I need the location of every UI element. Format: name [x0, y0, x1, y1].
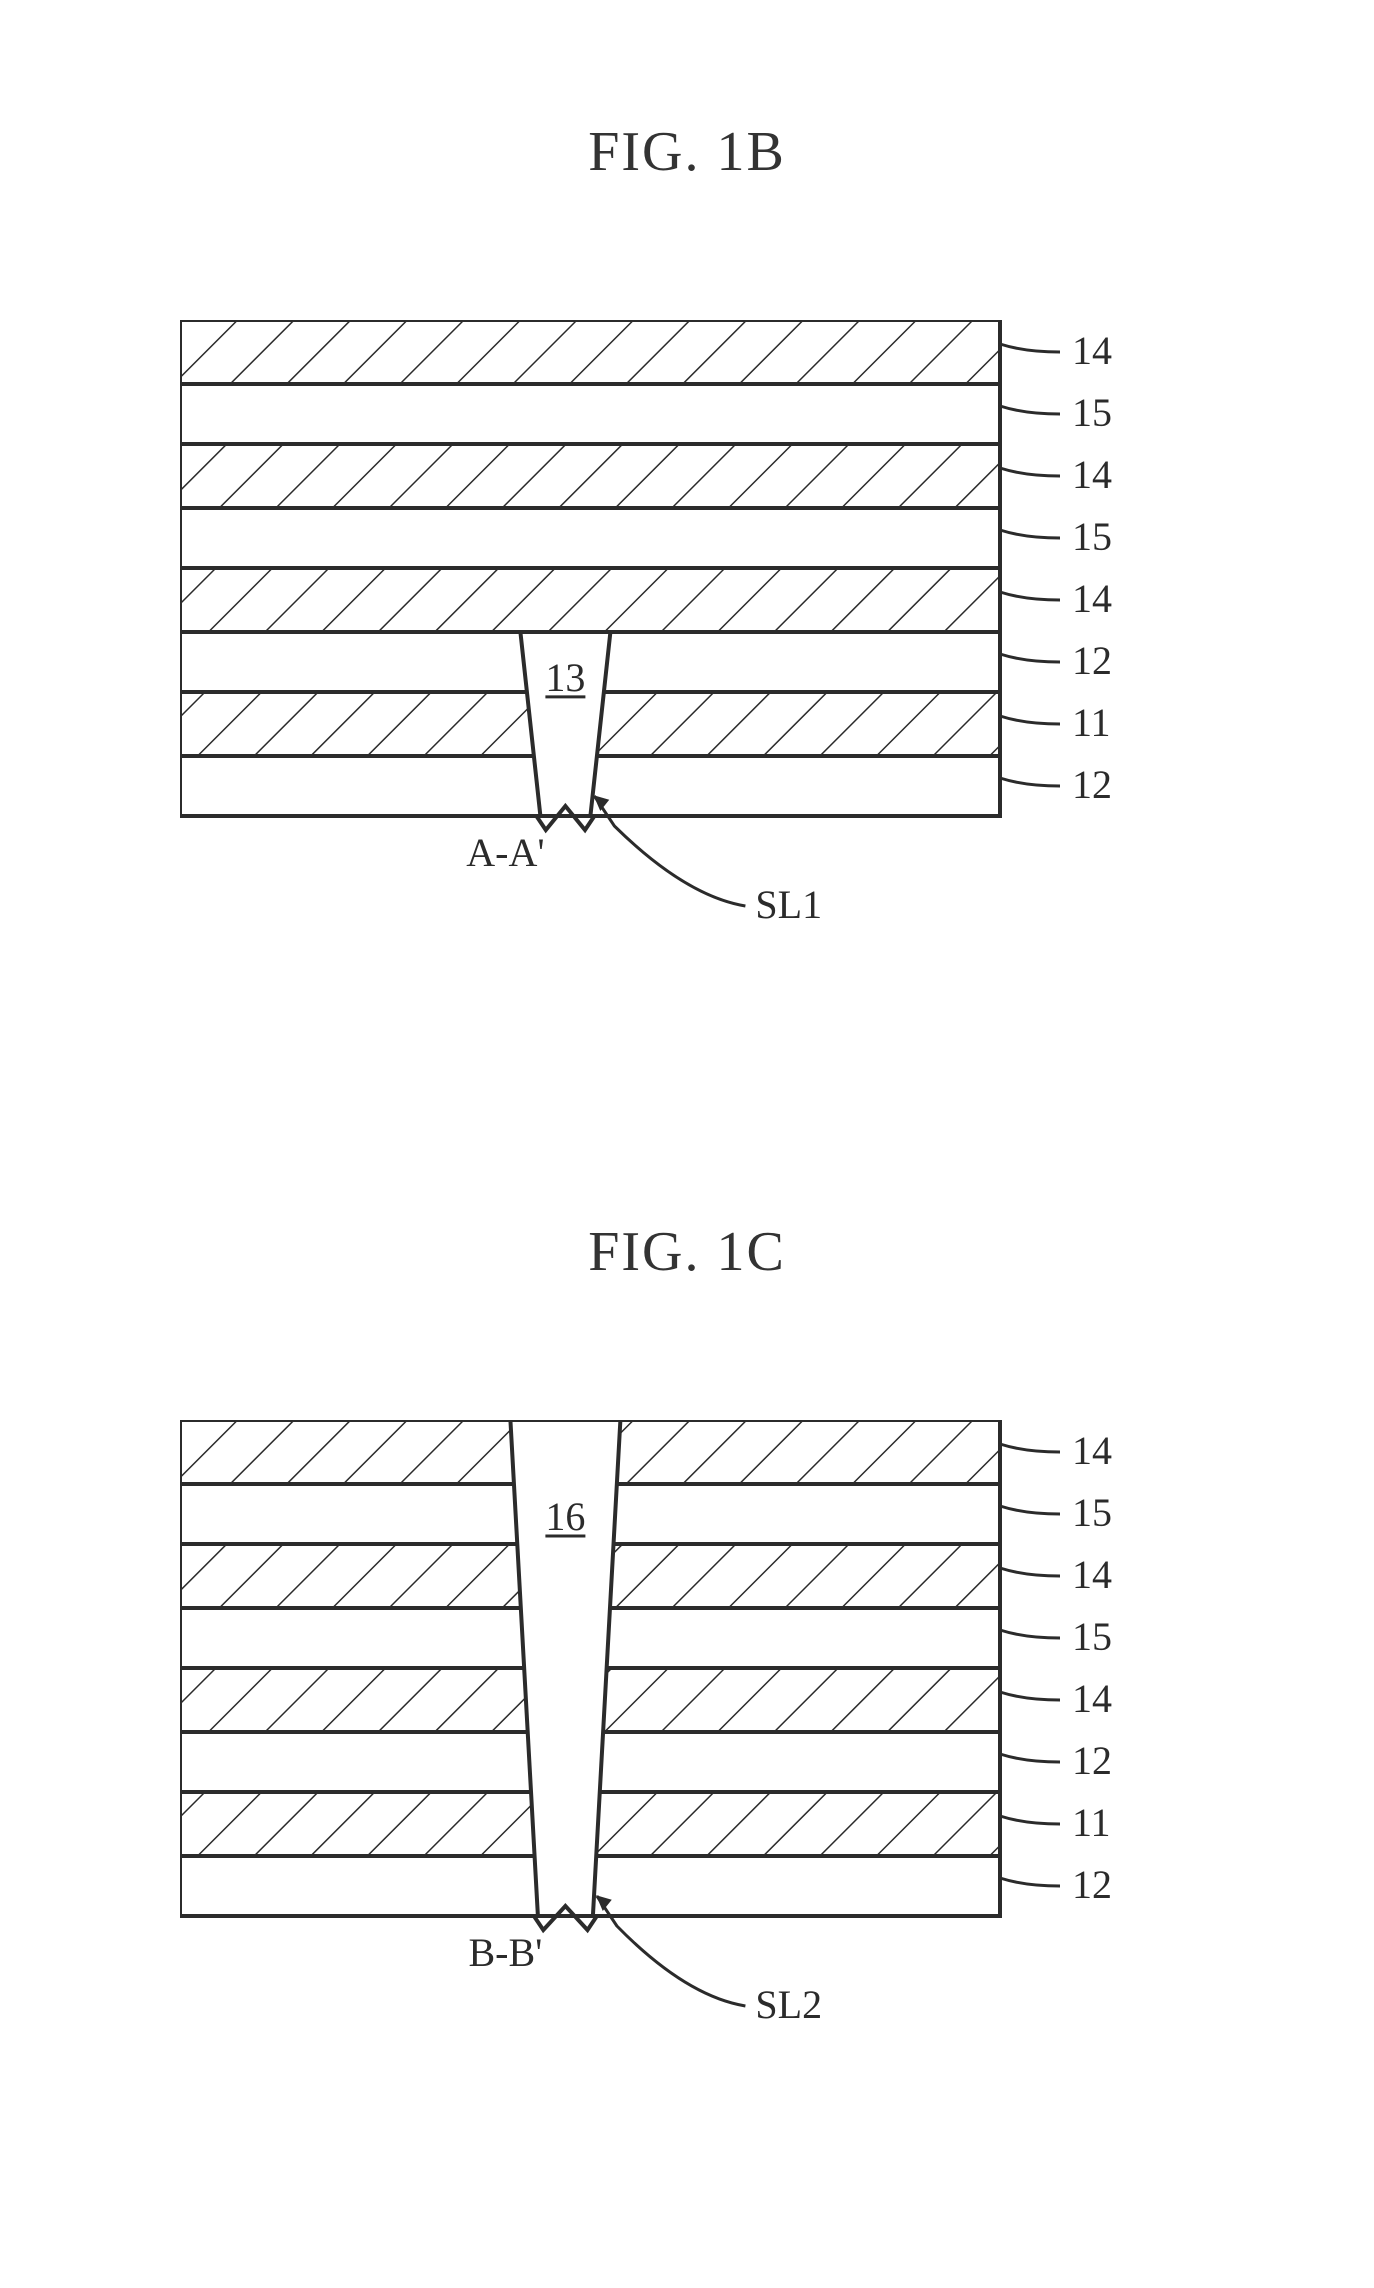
svg-text:15: 15 [1072, 514, 1112, 559]
svg-text:15: 15 [1072, 1614, 1112, 1659]
diagram-1b: 13 14 15 14 15 14 12 11 12 A-A' SL1 [180, 320, 1220, 976]
svg-text:14: 14 [1072, 328, 1112, 373]
svg-text:14: 14 [1072, 1428, 1112, 1473]
svg-text:SL1: SL1 [755, 882, 822, 927]
diagram-svg-1c: 16 14 15 14 15 14 12 11 12 B-B' SL2 [180, 1420, 1220, 2076]
svg-text:12: 12 [1072, 1738, 1112, 1783]
diagram-1c: 16 14 15 14 15 14 12 11 12 B-B' SL2 [180, 1420, 1220, 2076]
svg-text:12: 12 [1072, 1862, 1112, 1907]
diagram-svg-1b: 13 14 15 14 15 14 12 11 12 A-A' SL1 [180, 320, 1220, 976]
svg-text:11: 11 [1072, 1800, 1111, 1845]
svg-text:14: 14 [1072, 576, 1112, 621]
svg-text:12: 12 [1072, 638, 1112, 683]
svg-text:15: 15 [1072, 390, 1112, 435]
figure-title-1b: FIG. 1B [588, 120, 786, 184]
svg-text:15: 15 [1072, 1490, 1112, 1535]
svg-text:SL2: SL2 [755, 1982, 822, 2027]
svg-text:A-A': A-A' [466, 830, 544, 875]
figure-title-1c: FIG. 1C [588, 1220, 786, 1284]
svg-text:14: 14 [1072, 1552, 1112, 1597]
svg-text:13: 13 [545, 655, 585, 700]
svg-text:11: 11 [1072, 700, 1111, 745]
svg-text:B-B': B-B' [468, 1930, 542, 1975]
svg-text:16: 16 [545, 1494, 585, 1539]
svg-text:12: 12 [1072, 762, 1112, 807]
svg-text:14: 14 [1072, 452, 1112, 497]
svg-text:14: 14 [1072, 1676, 1112, 1721]
